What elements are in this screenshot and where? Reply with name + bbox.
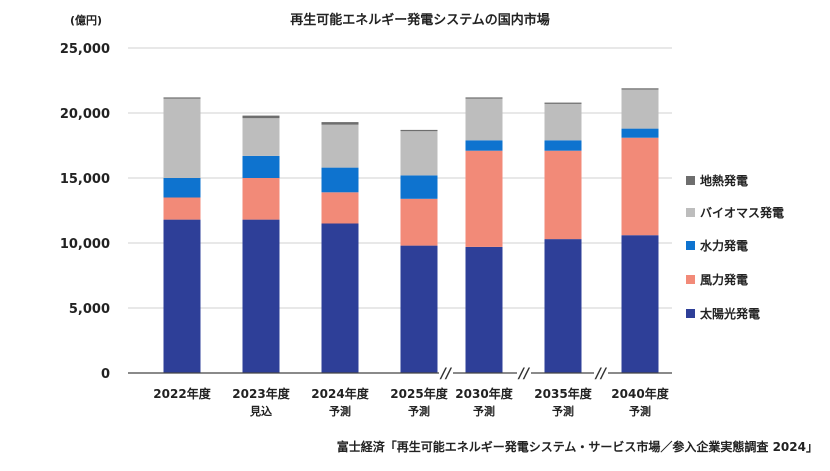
bar-segment: [621, 89, 659, 129]
x-category-sublabel: 予測: [552, 404, 574, 418]
axis-break-mask: [594, 367, 608, 379]
bar-segment: [321, 167, 359, 193]
bar-segment: [242, 155, 280, 178]
x-category-sublabel: 予測: [408, 404, 430, 418]
legend-label: バイオマス発電: [700, 205, 784, 220]
bar-segment: [321, 124, 359, 168]
axis-break-mask: [439, 367, 453, 379]
axis-break-mark: //: [594, 366, 608, 382]
x-category-label: 2024年度: [311, 386, 369, 401]
y-axis-ticks: 0 5,000 10,000 15,000 20,000 25,000: [60, 42, 110, 382]
bar-segment: [242, 219, 280, 373]
gridlines: [128, 47, 672, 309]
bar-segment: [242, 115, 280, 119]
axis-break-mark: //: [517, 366, 531, 382]
bar-segment: [321, 223, 359, 373]
x-category-label: 2025年度: [390, 386, 448, 401]
axis-break-mark: //: [439, 366, 453, 382]
bar-segment: [163, 97, 201, 99]
bar-segment: [465, 98, 503, 141]
bar-segment: [163, 178, 201, 198]
legend-label: 水力発電: [700, 238, 748, 253]
bar-segment: [163, 197, 201, 220]
bar-segment: [621, 128, 659, 138]
bar-segment: [544, 103, 582, 141]
x-category-label: 2040年度: [611, 386, 669, 401]
bar-segment: [321, 192, 359, 224]
bar-segment: [242, 178, 280, 220]
bar-segment: [400, 198, 438, 246]
x-category-label: 2035年度: [534, 386, 592, 401]
y-tick-label: 20,000: [60, 107, 110, 122]
legend-swatch: [686, 275, 695, 284]
y-tick-label: 0: [101, 367, 110, 382]
y-tick-label: 5,000: [69, 302, 110, 317]
bar-segment: [465, 150, 503, 247]
legend-swatch: [686, 309, 695, 318]
legend-swatch: [686, 208, 695, 217]
y-tick-label: 10,000: [60, 237, 110, 252]
bar-segment: [465, 140, 503, 151]
bar-segment: [465, 97, 503, 99]
bar-segment: [544, 102, 582, 104]
x-category-sublabel: 予測: [473, 404, 495, 418]
x-category-sublabel: 予測: [329, 404, 351, 418]
axis-breaks: // // //: [439, 366, 608, 382]
bar-segment: [400, 245, 438, 373]
legend-label: 太陽光発電: [700, 306, 760, 321]
x-category-label: 2023年度: [232, 386, 290, 401]
chart-title: 再生可能エネルギー発電システムの国内市場: [290, 12, 550, 28]
y-tick-label: 15,000: [60, 172, 110, 187]
bar-segment: [621, 137, 659, 236]
bar-segment: [400, 129, 438, 132]
bar-segment: [621, 235, 659, 373]
bar-segment: [242, 118, 280, 156]
bar-segment: [163, 98, 201, 178]
bar-segment: [163, 219, 201, 373]
bar-segment: [321, 122, 359, 125]
x-category-sublabel: 見込: [249, 404, 272, 418]
x-category-label: 2022年度: [153, 386, 211, 401]
legend-swatch: [686, 241, 695, 250]
bar-segment: [400, 131, 438, 176]
x-category-label: 2030年度: [455, 386, 513, 401]
bars: [163, 88, 659, 373]
source-note: 富士経済「再生可能エネルギー発電システム・サービス市場／参入企業実態調査 202…: [337, 439, 818, 454]
bar-segment: [400, 175, 438, 199]
bar-segment: [621, 88, 659, 90]
bar-segment: [465, 246, 503, 373]
y-axis-unit: (億円): [70, 13, 102, 27]
bar-segment: [544, 150, 582, 240]
axis-break-mask: [517, 367, 531, 379]
bar-segment: [544, 239, 582, 373]
legend-label: 地熱発電: [700, 173, 748, 188]
y-tick-label: 25,000: [60, 42, 110, 57]
bar-segment: [544, 140, 582, 151]
x-category-sublabel: 予測: [629, 404, 651, 418]
legend-label: 風力発電: [700, 272, 748, 287]
x-axis-categories: 2022年度 2023年度見込2024年度予測2025年度予測2030年度予測20…: [153, 386, 669, 418]
legend-swatch: [686, 176, 695, 185]
